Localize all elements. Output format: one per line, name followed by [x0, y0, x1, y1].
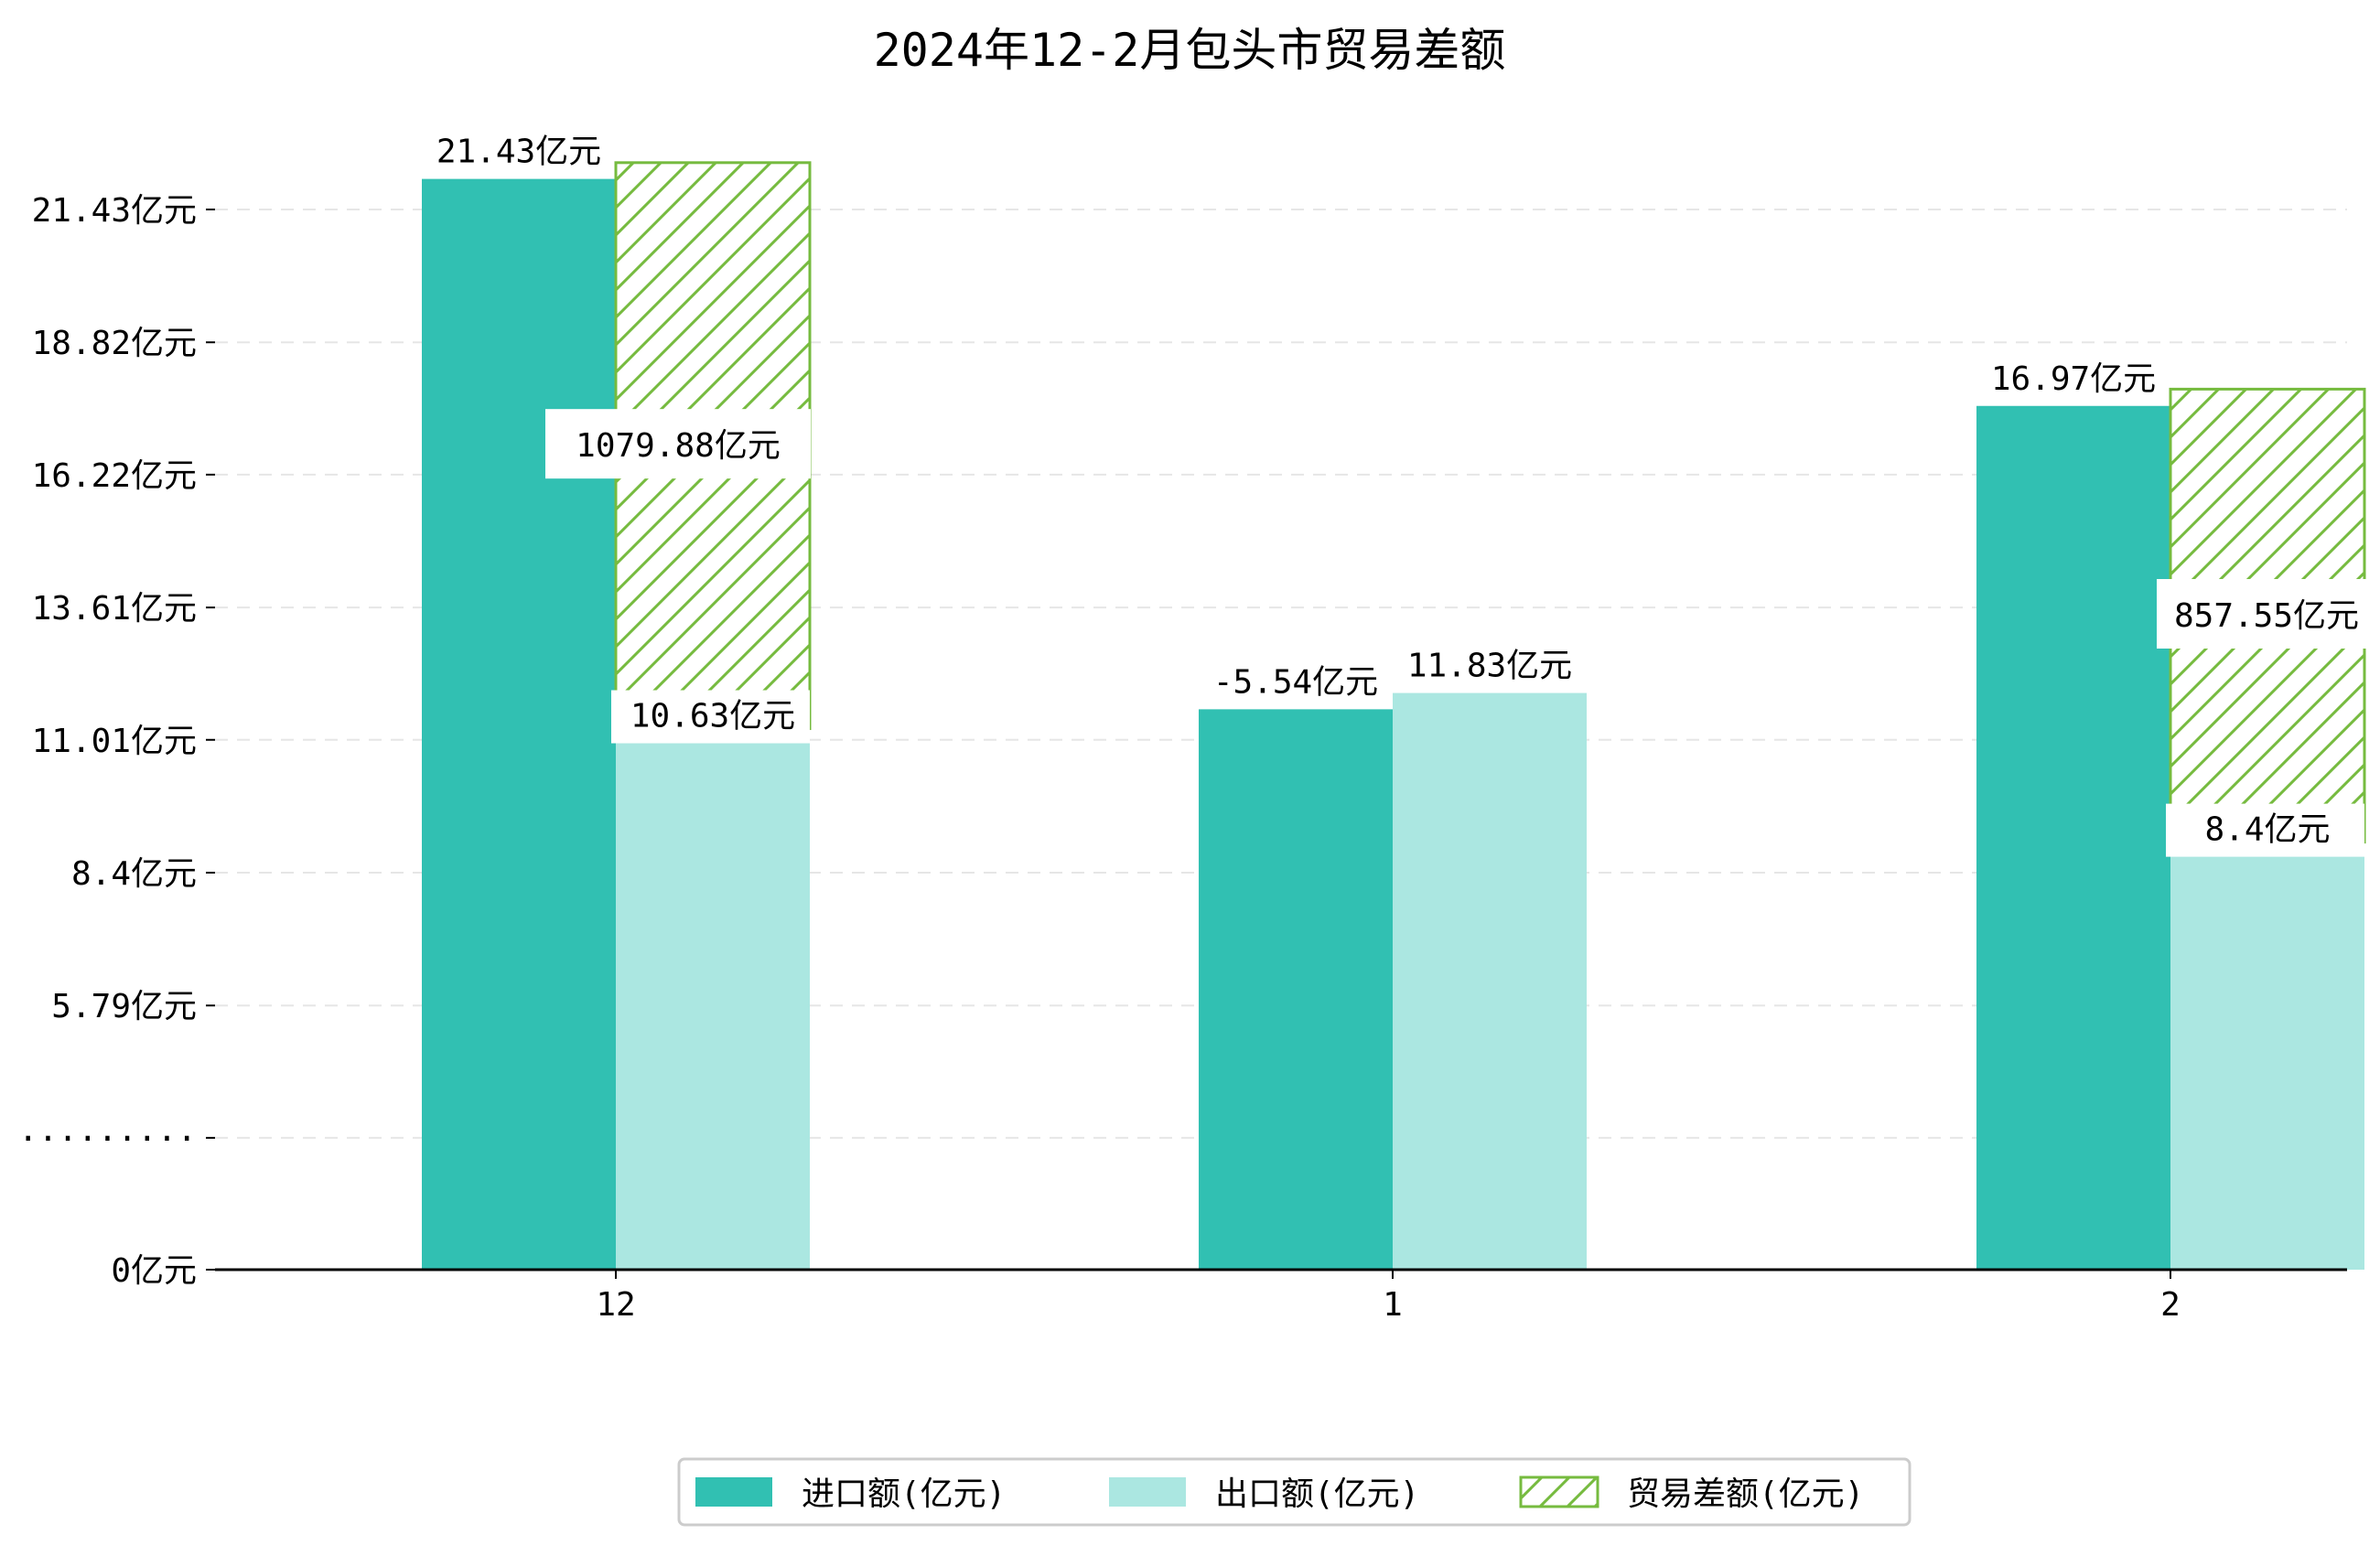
legend-label: 贸易差额(亿元): [1627, 1475, 1864, 1513]
legend-label: 进口额(亿元): [802, 1475, 1006, 1513]
data-label-export: 8.4亿元: [2204, 811, 2330, 849]
data-label-import: 21.43亿元: [436, 134, 601, 171]
data-labels: 21.43亿元 10.63亿元 1079.88亿元 -5.54亿元 11.83亿元 16.…: [436, 134, 2376, 857]
bar-import: [1976, 405, 2170, 1270]
legend-swatch: [1519, 1475, 1599, 1508]
data-label-trade-balance: 857.55亿元: [2174, 597, 2359, 635]
data-label-box: [545, 409, 811, 479]
legend: 进口额(亿元) 出口额(亿元) 贸易差额(亿元): [677, 1457, 1912, 1527]
chart-title: 2024年12-2月包头市贸易差额: [874, 24, 1506, 77]
y-tick-label: 8.4亿元: [71, 855, 197, 893]
data-label-trade-balance: 1079.88亿元: [576, 427, 781, 465]
bar-import: [422, 178, 616, 1270]
y-tick-label: 0亿元: [111, 1252, 197, 1290]
axes: 0亿元 ········· 5.79亿元 8.4亿元 11.01亿元 13.61亿元 16.…: [18, 192, 2347, 1324]
data-label-box: [2166, 803, 2364, 857]
data-label-box: [611, 690, 810, 744]
y-tick-label: 5.79亿元: [51, 988, 197, 1025]
legend-frame: [677, 1457, 1912, 1527]
bar-export: [2170, 842, 2364, 1270]
data-label-import: 16.97亿元: [1991, 360, 2156, 398]
x-tick-label: 12: [596, 1286, 635, 1324]
y-tick-label: 11.01亿元: [32, 723, 197, 760]
y-tick-label: 21.43亿元: [32, 192, 197, 230]
legend-swatch: [1109, 1477, 1186, 1507]
y-tick-label: 13.61亿元: [32, 590, 197, 628]
y-tick-label: 16.22亿元: [32, 457, 197, 495]
bar-export: [1393, 692, 1587, 1270]
y-tick-label: 18.82亿元: [32, 325, 197, 362]
y-tick-label: ·········: [18, 1121, 197, 1158]
data-label-import: -5.54亿元: [1213, 663, 1378, 701]
bar-export: [616, 728, 810, 1270]
x-tick-label: 2: [2160, 1286, 2181, 1324]
legend-swatch: [695, 1477, 772, 1507]
x-tick-label: 1: [1383, 1286, 1403, 1324]
bar-import: [1199, 709, 1393, 1270]
data-label-export: 11.83亿元: [1407, 648, 1572, 685]
legend-label: 出口额(亿元): [1215, 1475, 1419, 1513]
data-label-box: [2157, 579, 2376, 649]
data-label-export: 10.63亿元: [630, 698, 795, 735]
